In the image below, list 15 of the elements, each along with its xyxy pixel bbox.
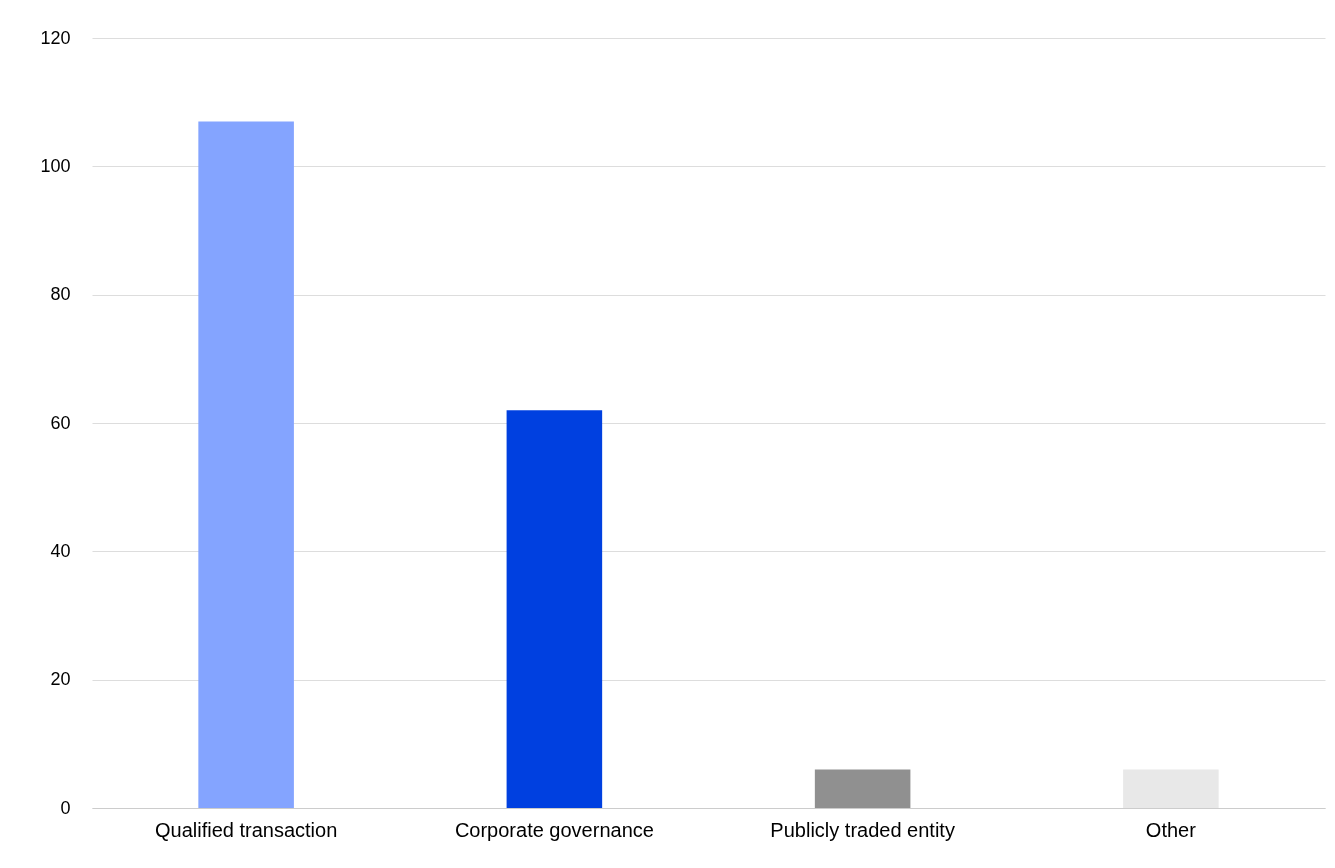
bar [1123,769,1219,808]
x-tick-label: Qualified transaction [154,818,338,841]
bar [506,410,603,808]
bar [814,769,911,808]
y-tick-label: 100 [40,155,71,176]
y-tick-label: 40 [50,540,71,561]
y-tick-label: 80 [50,284,71,305]
x-tick-label: Publicly traded entity [770,818,955,841]
y-tick-label: 20 [50,669,71,690]
y-tick-label: 60 [50,412,71,433]
x-tick-label: Other [1145,818,1197,841]
y-tick-label: 120 [40,27,71,48]
y-tick-label: 0 [60,797,71,818]
bar [198,121,294,808]
x-tick-label: Corporate governance [454,818,654,841]
